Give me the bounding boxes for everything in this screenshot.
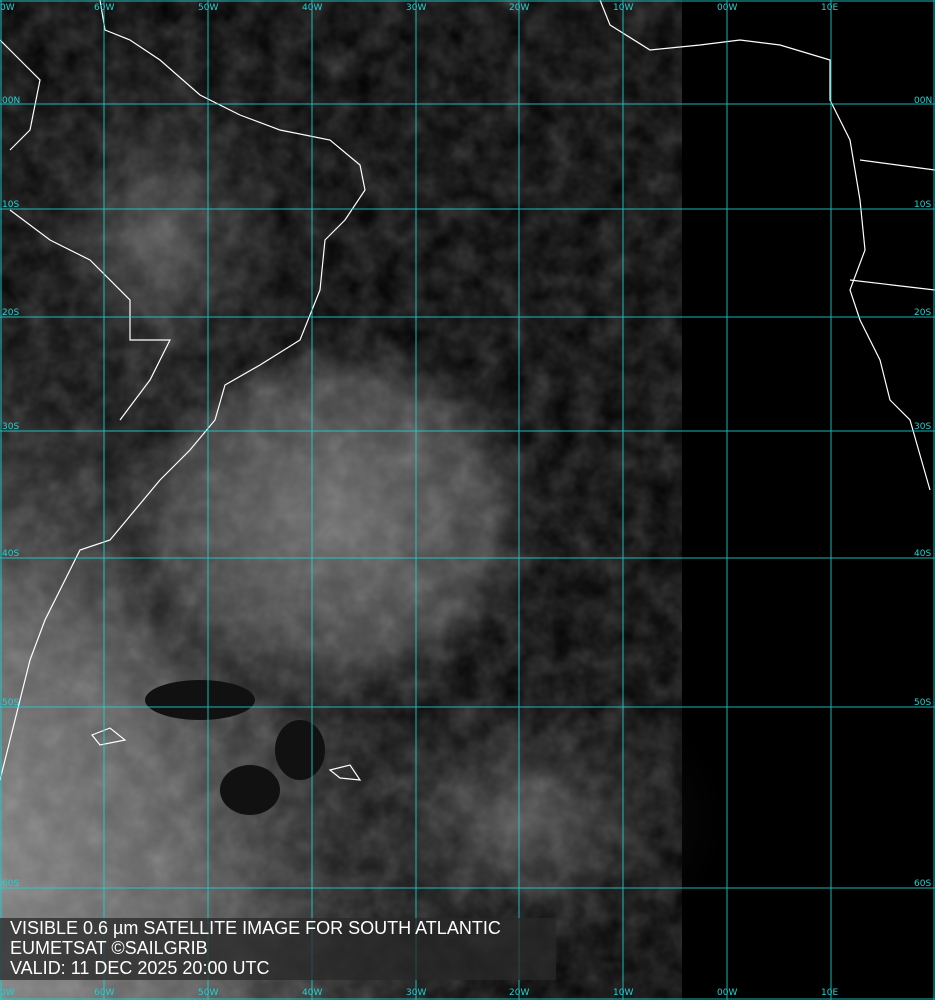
lon-label-bottom: 40W bbox=[302, 988, 323, 998]
lon-label-bottom: 20W bbox=[509, 988, 530, 998]
lon-label: 00W bbox=[717, 3, 738, 13]
lon-label-bottom: 10W bbox=[613, 988, 634, 998]
lat-label-right: 10S bbox=[914, 200, 932, 210]
lat-label: 60S bbox=[2, 879, 20, 889]
lon-label: 60W bbox=[94, 3, 115, 13]
caption-source: EUMETSAT ©SAILGRIB bbox=[10, 938, 208, 958]
lon-label: 0W bbox=[0, 3, 15, 13]
lon-label-bottom: 10E bbox=[821, 988, 839, 998]
lat-label: 00N bbox=[2, 96, 21, 106]
lon-label-bottom: 0W bbox=[0, 988, 15, 998]
lat-label: 30S bbox=[2, 422, 20, 432]
lon-label-bottom: 50W bbox=[198, 988, 219, 998]
lat-label: 10S bbox=[2, 200, 20, 210]
lon-label-bottom: 00W bbox=[717, 988, 738, 998]
lat-label-right: 60S bbox=[914, 879, 932, 889]
lon-label: 10E bbox=[821, 3, 839, 13]
lon-label: 50W bbox=[198, 3, 219, 13]
lat-label-right: 20S bbox=[914, 308, 932, 318]
lon-label-bottom: 30W bbox=[406, 988, 427, 998]
lon-label: 40W bbox=[302, 3, 323, 13]
lat-label: 40S bbox=[2, 549, 20, 559]
lat-label-right: 30S bbox=[914, 422, 932, 432]
coastlines bbox=[0, 0, 935, 781]
lat-label: 50S bbox=[2, 698, 20, 708]
lon-label: 10W bbox=[613, 3, 634, 13]
lat-label-right: 40S bbox=[914, 549, 932, 559]
lat-label-right: 00N bbox=[914, 96, 933, 106]
caption-title: VISIBLE 0.6 µm SATELLITE IMAGE FOR SOUTH… bbox=[10, 918, 501, 938]
caption-valid-time: VALID: 11 DEC 2025 20:00 UTC bbox=[10, 958, 270, 978]
lat-label: 20S bbox=[2, 308, 20, 318]
image-caption: VISIBLE 0.6 µm SATELLITE IMAGE FOR SOUTH… bbox=[0, 918, 556, 980]
lon-label: 30W bbox=[406, 3, 427, 13]
lon-label: 20W bbox=[509, 3, 530, 13]
lat-label-right: 50S bbox=[914, 698, 932, 708]
lon-label-bottom: 60W bbox=[94, 988, 115, 998]
